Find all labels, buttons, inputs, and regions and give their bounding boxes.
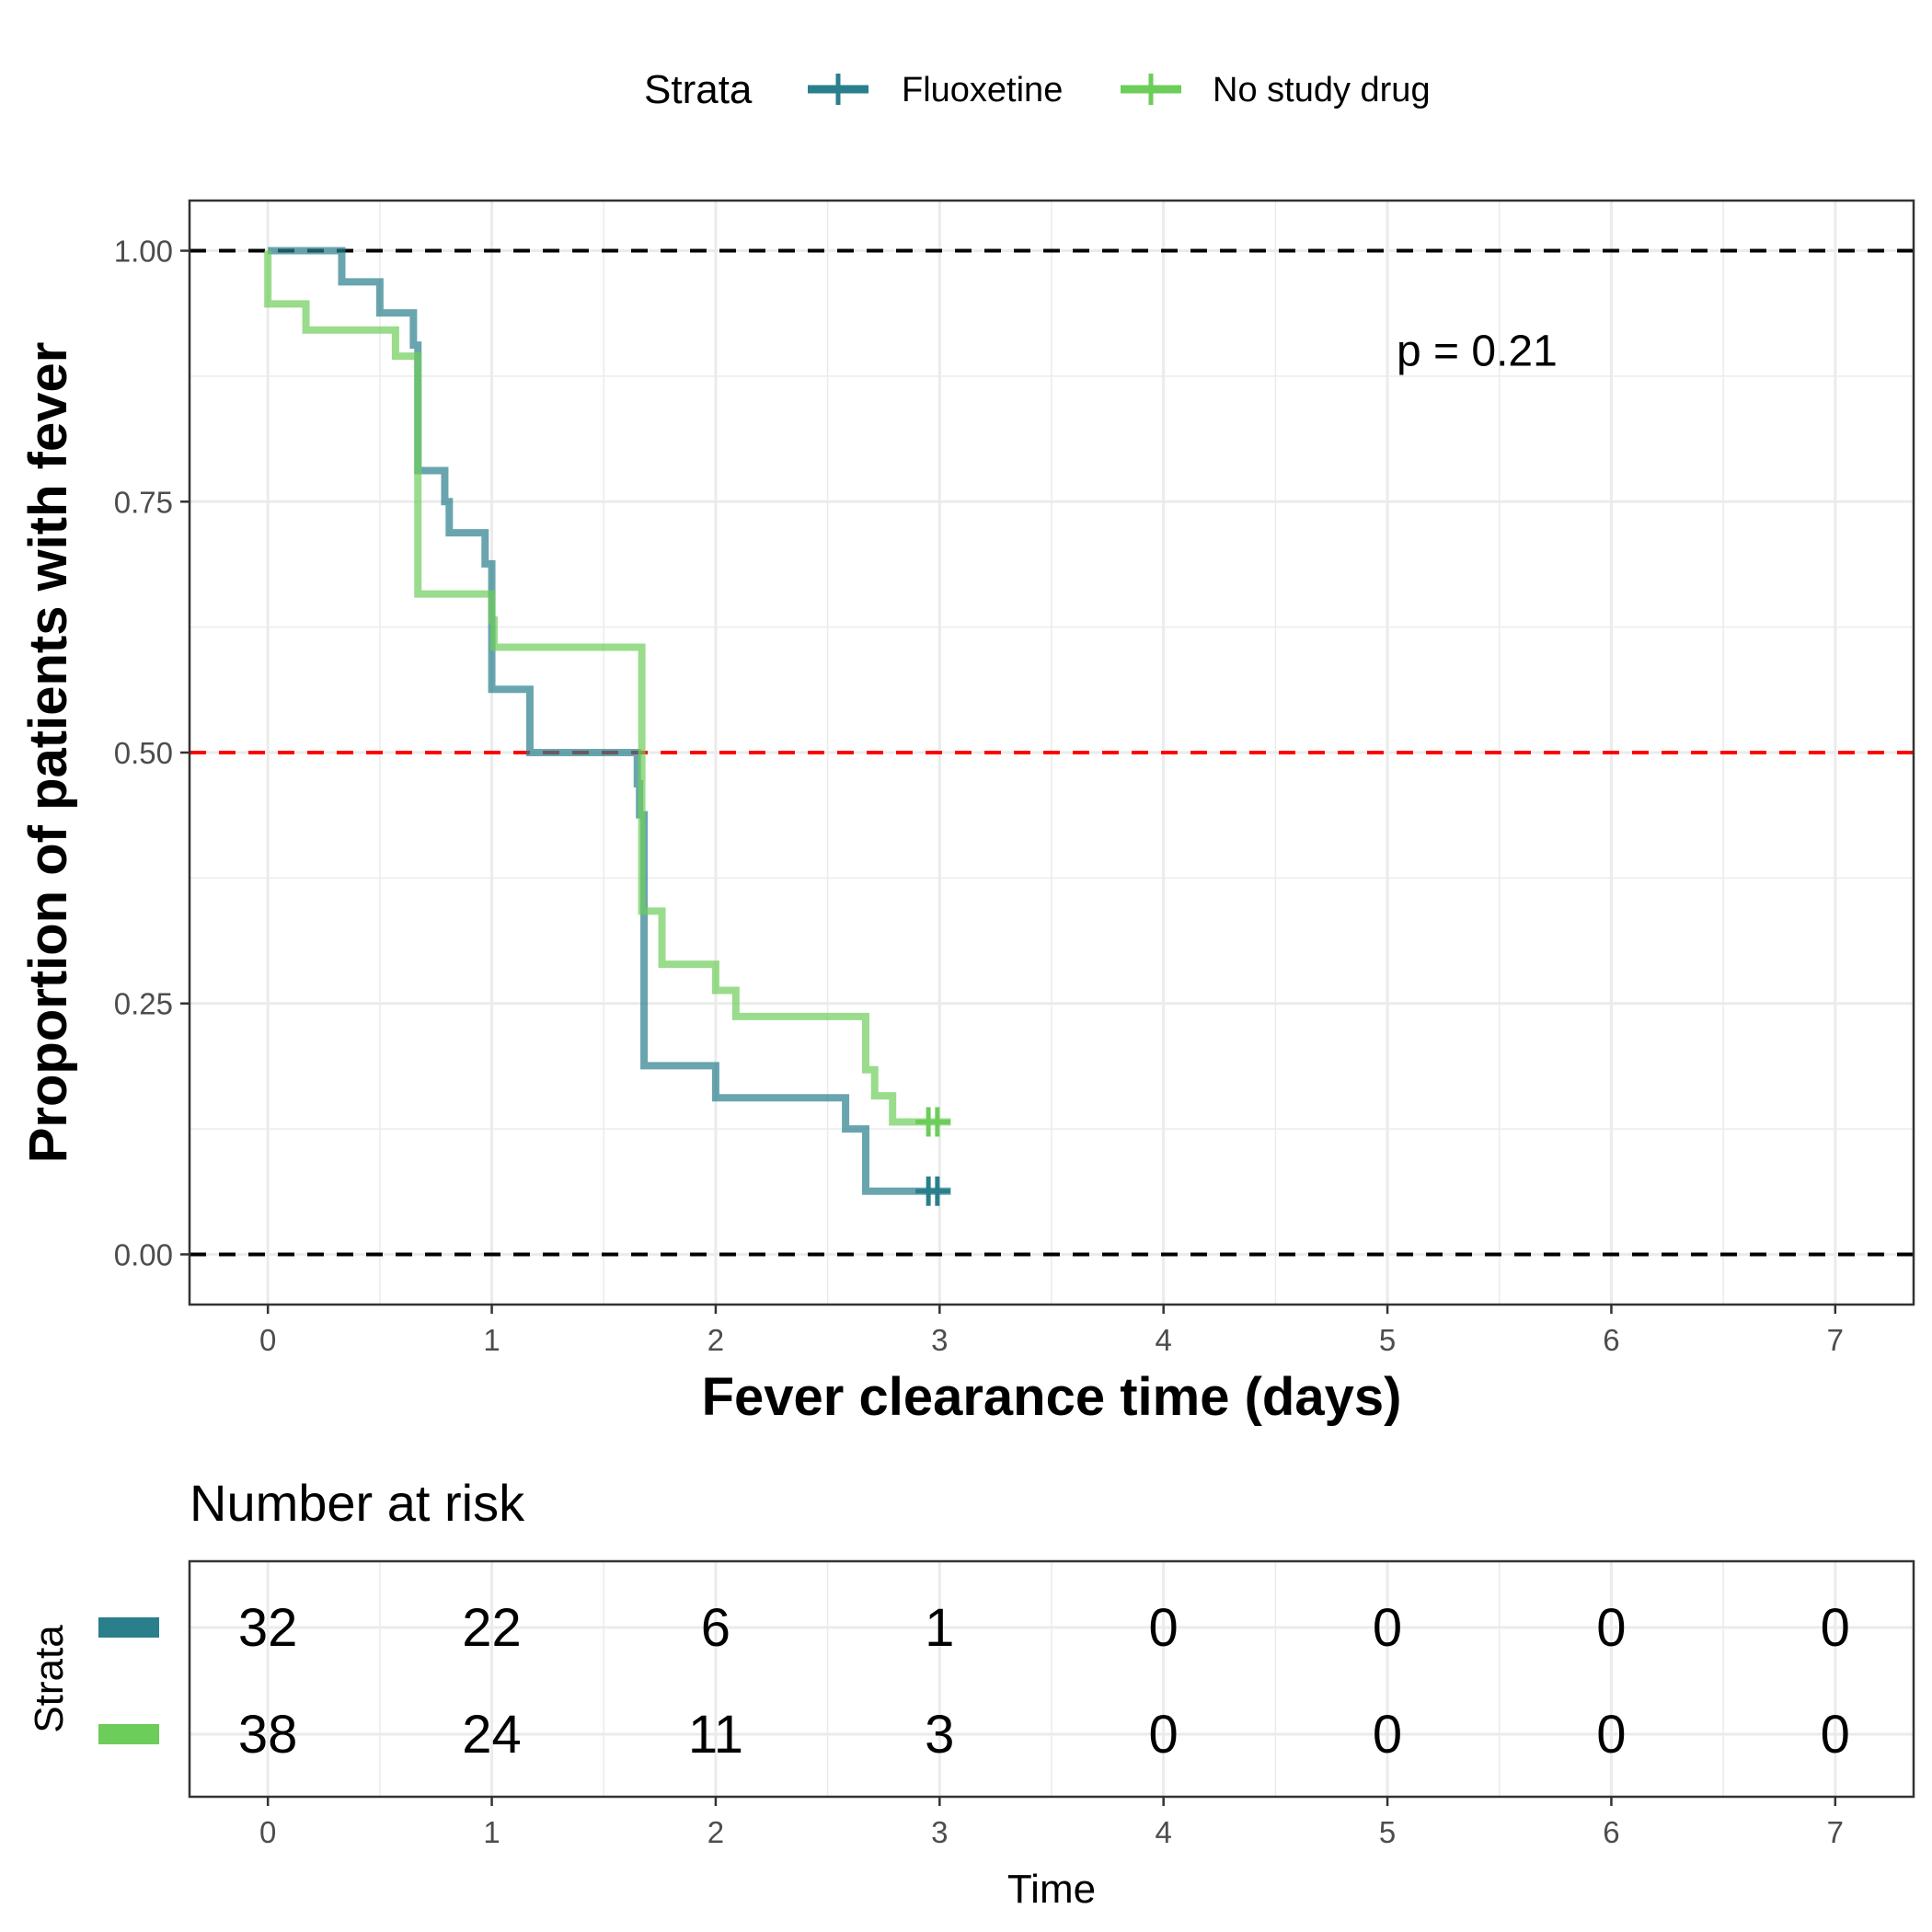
survival-curves bbox=[264, 247, 951, 1206]
strata-key-no-study-drug bbox=[98, 1724, 159, 1744]
survival-curve-no-study-drug bbox=[264, 250, 951, 1126]
risk-count-no-study-drug: 3 bbox=[925, 1705, 954, 1765]
y-tick-label: 1.00 bbox=[114, 235, 173, 269]
risk-count-no-study-drug: 38 bbox=[238, 1705, 298, 1765]
x-axis-ticks: 0 1 2 3 4 5 6 7 bbox=[259, 1305, 1844, 1357]
risk-table-strata-keys bbox=[98, 1617, 159, 1744]
x-tick-label: 1 bbox=[483, 1323, 500, 1357]
risk-x-tick-label: 6 bbox=[1603, 1815, 1619, 1849]
x-tick-label: 6 bbox=[1603, 1323, 1619, 1357]
legend-title: Strata bbox=[644, 67, 753, 112]
x-tick-label: 2 bbox=[707, 1323, 724, 1357]
y-tick-label: 0.00 bbox=[114, 1237, 173, 1271]
legend-label-fluoxetine: Fluoxetine bbox=[902, 71, 1063, 109]
x-tick-label: 5 bbox=[1379, 1323, 1396, 1357]
y-tick-label: 0.50 bbox=[114, 736, 173, 770]
risk-table-panel-border bbox=[188, 1559, 1915, 1799]
risk-table-cells: 32 22 6 1 0 0 0 0 38 24 11 3 0 0 0 0 bbox=[238, 1598, 1850, 1765]
risk-count-fluoxetine: 6 bbox=[701, 1598, 730, 1658]
risk-x-tick-label: 7 bbox=[1827, 1815, 1844, 1849]
risk-count-fluoxetine: 0 bbox=[1821, 1598, 1850, 1658]
risk-x-tick-label: 4 bbox=[1156, 1815, 1172, 1849]
risk-count-fluoxetine: 0 bbox=[1149, 1598, 1179, 1658]
legend-label-no-study-drug: No study drug bbox=[1213, 71, 1431, 109]
y-tick-label: 0.75 bbox=[114, 485, 173, 519]
risk-x-tick-label: 0 bbox=[259, 1815, 276, 1849]
x-axis-title: Fever clearance time (days) bbox=[702, 1367, 1402, 1427]
survival-plot: 0.00 0.25 0.50 0.75 1.00 0 1 2 3 4 5 6 7 p = 0.21 F… bbox=[18, 199, 1915, 1427]
reference-lines bbox=[190, 248, 1914, 1257]
risk-table-title: Number at risk bbox=[190, 1474, 525, 1532]
risk-table-y-axis-title: Strata bbox=[27, 1625, 72, 1733]
risk-count-no-study-drug: 0 bbox=[1149, 1705, 1179, 1765]
risk-count-fluoxetine: 22 bbox=[462, 1598, 522, 1658]
legend-item-no-study-drug: No study drug bbox=[1121, 71, 1431, 109]
risk-count-no-study-drug: 0 bbox=[1373, 1705, 1402, 1765]
y-axis-ticks: 0.00 0.25 0.50 0.75 1.00 bbox=[114, 235, 190, 1271]
risk-x-tick-label: 2 bbox=[707, 1815, 724, 1849]
x-tick-label: 0 bbox=[259, 1323, 276, 1357]
risk-count-fluoxetine: 0 bbox=[1596, 1598, 1626, 1658]
risk-count-no-study-drug: 0 bbox=[1821, 1705, 1850, 1765]
risk-count-no-study-drug: 11 bbox=[688, 1705, 743, 1765]
risk-count-fluoxetine: 32 bbox=[238, 1598, 298, 1658]
risk-count-no-study-drug: 0 bbox=[1596, 1705, 1626, 1765]
legend: Strata Fluoxetine No study drug bbox=[644, 67, 1431, 112]
strata-key-fluoxetine bbox=[98, 1617, 159, 1638]
x-tick-label: 3 bbox=[931, 1323, 948, 1357]
x-tick-label: 4 bbox=[1156, 1323, 1172, 1357]
risk-count-fluoxetine: 0 bbox=[1373, 1598, 1402, 1658]
p-value-annotation: p = 0.21 bbox=[1397, 328, 1558, 376]
risk-x-tick-label: 1 bbox=[483, 1815, 500, 1849]
risk-x-tick-label: 5 bbox=[1379, 1815, 1396, 1849]
legend-item-fluoxetine: Fluoxetine bbox=[808, 71, 1063, 109]
risk-count-fluoxetine: 1 bbox=[925, 1598, 954, 1658]
risk-count-no-study-drug: 24 bbox=[462, 1705, 522, 1765]
risk-table-x-ticks: 0 1 2 3 4 5 6 7 bbox=[259, 1797, 1844, 1849]
y-tick-label: 0.25 bbox=[114, 987, 173, 1021]
y-axis-title: Proportion of patients with fever bbox=[18, 342, 78, 1164]
risk-x-tick-label: 3 bbox=[931, 1815, 948, 1849]
risk-table-x-axis-title: Time bbox=[1007, 1867, 1096, 1912]
risk-table-grid bbox=[190, 1561, 1914, 1797]
x-tick-label: 7 bbox=[1827, 1323, 1844, 1357]
